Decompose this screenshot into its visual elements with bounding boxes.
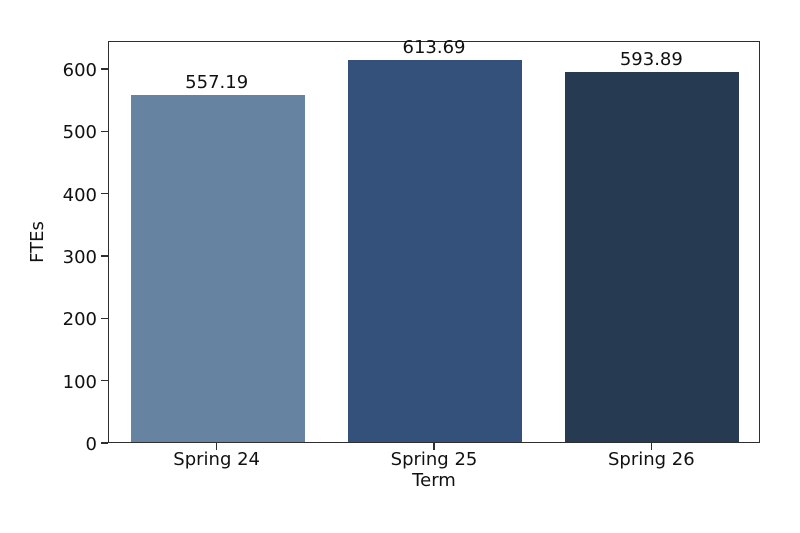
y-tick-mark bbox=[101, 255, 108, 257]
y-tick-label: 400 bbox=[62, 184, 97, 206]
x-tick-label: Spring 24 bbox=[173, 449, 261, 470]
y-tick-label: 500 bbox=[62, 122, 97, 144]
x-tick-mark bbox=[433, 443, 435, 450]
x-axis-label: Term bbox=[412, 470, 456, 491]
bar-spring-26 bbox=[565, 71, 740, 442]
y-tick-mark bbox=[101, 317, 108, 320]
x-tick-label: Spring 26 bbox=[607, 449, 695, 470]
y-tick-label: 300 bbox=[62, 247, 97, 269]
y-tick-label: 100 bbox=[62, 371, 97, 393]
x-tick-mark bbox=[215, 443, 218, 450]
y-tick-mark bbox=[101, 192, 108, 195]
bar-spring-25 bbox=[348, 59, 522, 442]
plot-area bbox=[108, 41, 760, 443]
bar-value-label: 613.69 bbox=[402, 36, 466, 58]
y-axis-label: FTEs bbox=[27, 221, 48, 263]
bar-spring-24 bbox=[130, 94, 305, 442]
y-tick-label: 600 bbox=[62, 60, 97, 82]
y-tick-mark bbox=[101, 379, 108, 382]
y-tick-label: 0 bbox=[85, 434, 97, 455]
y-tick-mark bbox=[101, 68, 108, 70]
x-tick-mark bbox=[650, 443, 653, 450]
x-tick-label: Spring 25 bbox=[390, 449, 478, 470]
y-tick-mark bbox=[101, 442, 108, 444]
bar-value-label: 593.89 bbox=[619, 48, 683, 70]
y-tick-label: 200 bbox=[62, 309, 97, 331]
bar-value-label: 557.19 bbox=[185, 71, 249, 93]
y-tick-mark bbox=[101, 130, 108, 133]
